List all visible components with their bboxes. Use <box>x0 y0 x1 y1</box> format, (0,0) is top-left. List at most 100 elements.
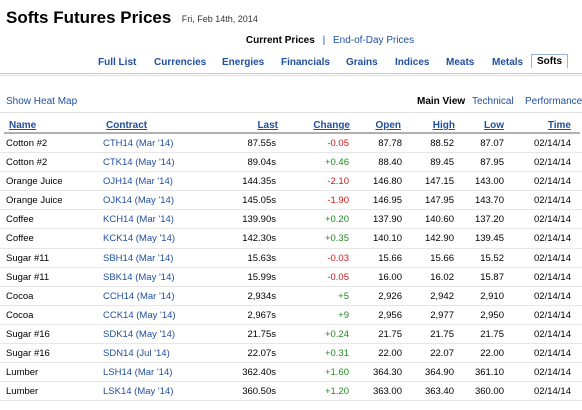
sort-contract-header[interactable]: Contract <box>106 120 148 131</box>
table-row: Cotton #2 CTK14 (May '14) 89.04s +0.46 88.40… <box>0 153 582 173</box>
high-price: 140.60 <box>424 214 454 226</box>
contract-link[interactable]: SBK14 (May '14) <box>103 271 175 283</box>
technical-view-link[interactable]: Technical <box>472 96 514 107</box>
tab-grains[interactable]: Grains <box>346 57 378 68</box>
contract-link[interactable]: SDK14 (May '14) <box>103 328 176 340</box>
trade-time: 02/14/14 <box>534 252 571 264</box>
price-change: +1.60 <box>324 367 349 379</box>
open-price: 87.78 <box>378 138 402 149</box>
subnav-separator: | <box>322 35 326 46</box>
high-price: 363.40 <box>424 386 454 398</box>
tab-metals[interactable]: Metals <box>492 57 524 68</box>
low-price: 2,950 <box>480 309 504 321</box>
low-price: 2,910 <box>480 290 504 302</box>
tab-softs[interactable]: Softs <box>531 54 568 68</box>
open-price: 140.10 <box>372 233 402 245</box>
tab-meats[interactable]: Meats <box>446 57 475 68</box>
contract-link[interactable]: KCH14 (Mar '14) <box>103 214 174 226</box>
tab-financials[interactable]: Financials <box>281 57 330 68</box>
trade-time: 02/14/14 <box>534 386 571 398</box>
last-price: 144.35s <box>242 176 276 188</box>
high-price: 147.95 <box>424 195 454 207</box>
last-price: 22.07s <box>247 348 276 360</box>
table-row: Orange Juice OJH14 (Mar '14) 144.35s -2.10 1… <box>0 172 582 192</box>
contract-link[interactable]: LSH14 (Mar '14) <box>103 367 173 379</box>
low-price: 143.70 <box>474 195 504 207</box>
price-change: +9 <box>338 309 349 321</box>
last-price: 87.55s <box>247 138 276 149</box>
table-row: Lumber LSK14 (May '14) 360.50s +1.20 363.00 3… <box>0 382 582 402</box>
contract-link[interactable]: OJK14 (May '14) <box>103 195 174 207</box>
low-price: 15.87 <box>480 271 504 283</box>
sort-high-header[interactable]: High <box>432 120 455 131</box>
low-price: 21.75 <box>480 328 504 340</box>
contract-link[interactable]: SBH14 (Mar '14) <box>103 252 174 264</box>
high-price: 15.66 <box>430 252 454 264</box>
open-price: 2,956 <box>378 309 402 321</box>
open-price: 137.90 <box>372 214 402 226</box>
tab-full-list[interactable]: Full List <box>98 57 137 68</box>
show-heat-map-link[interactable]: Show Heat Map <box>6 96 78 107</box>
open-price: 2,926 <box>378 290 402 302</box>
price-mode-nav: Current Prices | End-of-Day Prices <box>0 35 582 46</box>
sort-open-header[interactable]: Open <box>375 120 401 131</box>
tab-indices[interactable]: Indices <box>395 57 430 68</box>
table-row: Orange Juice OJK14 (May '14) 145.05s -1.90 1… <box>0 191 582 211</box>
open-price: 16.00 <box>378 271 402 283</box>
controls-divider <box>0 112 582 113</box>
contract-link[interactable]: CTH14 (Mar '14) <box>103 138 174 149</box>
contract-link[interactable]: CTK14 (May '14) <box>103 157 175 169</box>
high-price: 142.90 <box>424 233 454 245</box>
tab-currencies[interactable]: Currencies <box>154 57 207 68</box>
trade-time: 02/14/14 <box>534 271 571 283</box>
trade-time: 02/14/14 <box>534 233 571 245</box>
commodity-name: Coffee <box>6 233 34 245</box>
price-change: +0.46 <box>324 157 349 169</box>
price-change: +0.24 <box>324 328 349 340</box>
contract-link[interactable]: LSK14 (May '14) <box>103 386 174 398</box>
commodity-name: Cocoa <box>6 290 34 302</box>
category-tabs: Full List Currencies Energies Financials… <box>0 54 582 72</box>
trade-time: 02/14/14 <box>534 138 571 149</box>
open-price: 146.95 <box>372 195 402 207</box>
low-price: 137.20 <box>474 214 504 226</box>
low-price: 143.00 <box>474 176 504 188</box>
table-row: Coffee KCH14 (Mar '14) 139.90s +0.20 137.90 1… <box>0 210 582 230</box>
price-change: -0.05 <box>327 138 349 149</box>
tab-energies[interactable]: Energies <box>222 57 265 68</box>
end-of-day-prices-link[interactable]: End-of-Day Prices <box>332 35 415 46</box>
contract-link[interactable]: OJH14 (Mar '14) <box>103 176 173 188</box>
price-change: -2.10 <box>327 176 349 188</box>
sort-change-header[interactable]: Change <box>313 120 350 131</box>
trade-time: 02/14/14 <box>534 309 571 321</box>
contract-link[interactable]: CCK14 (May '14) <box>103 309 176 321</box>
commodity-name: Cotton #2 <box>6 157 48 169</box>
open-price: 364.30 <box>372 367 402 379</box>
sort-time-header[interactable]: Time <box>547 120 571 131</box>
sort-name-header[interactable]: Name <box>9 120 37 131</box>
contract-link[interactable]: SDN14 (Jul '14) <box>103 348 170 360</box>
last-price: 15.63s <box>247 252 276 264</box>
table-row: Cotton #2 CTH14 (Mar '14) 87.55s -0.05 87.78… <box>0 134 582 154</box>
sort-low-header[interactable]: Low <box>484 120 504 131</box>
last-price: 89.04s <box>247 157 276 169</box>
performance-view-link[interactable]: Performance <box>525 96 582 107</box>
main-view-link[interactable]: Main View <box>417 96 466 107</box>
table-header-rule <box>4 132 580 134</box>
contract-link[interactable]: KCK14 (May '14) <box>103 233 176 245</box>
last-price: 2,967s <box>247 309 276 321</box>
high-price: 147.15 <box>424 176 454 188</box>
high-price: 88.52 <box>430 138 454 149</box>
price-change: +0.35 <box>324 233 349 245</box>
commodity-name: Orange Juice <box>6 195 63 207</box>
trade-time: 02/14/14 <box>534 176 571 188</box>
trade-time: 02/14/14 <box>534 157 571 169</box>
current-prices-link[interactable]: Current Prices <box>245 35 315 46</box>
table-row: Lumber LSH14 (Mar '14) 362.40s +1.60 364.30 3… <box>0 363 582 383</box>
high-price: 2,942 <box>430 290 454 302</box>
contract-link[interactable]: CCH14 (Mar '14) <box>103 290 175 302</box>
sort-last-header[interactable]: Last <box>257 120 278 131</box>
commodity-name: Lumber <box>6 367 39 379</box>
commodity-name: Orange Juice <box>6 176 63 188</box>
tab-divider-lower <box>0 75 582 76</box>
